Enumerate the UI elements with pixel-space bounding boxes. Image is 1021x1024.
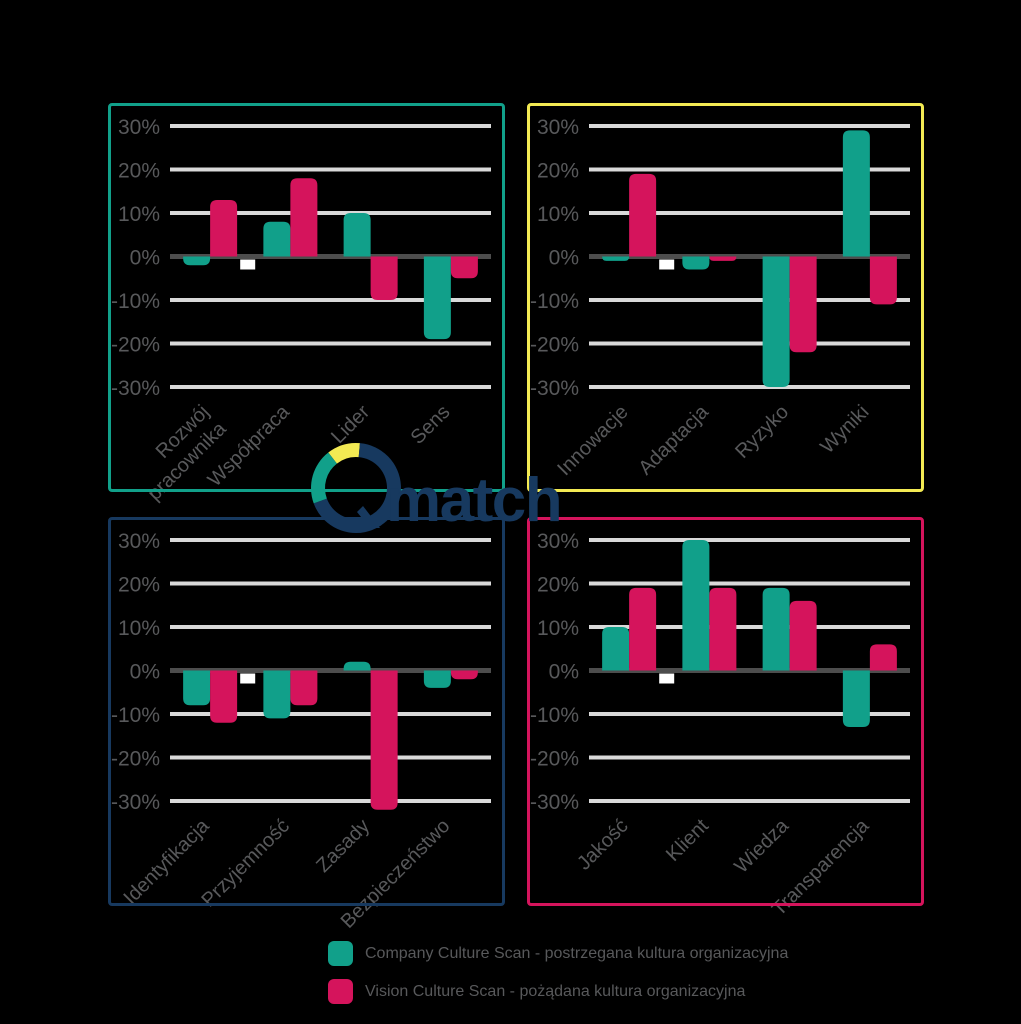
svg-text:0%: 0% (130, 247, 160, 270)
svg-text:-30%: -30% (111, 377, 160, 400)
svg-text:-20%: -20% (530, 748, 579, 771)
svg-text:-20%: -20% (111, 748, 160, 771)
svg-text:-10%: -10% (530, 704, 579, 727)
svg-text:Zasady: Zasady (312, 815, 374, 877)
svg-text:Wyniki: Wyniki (816, 401, 873, 458)
svg-text:Rozwójpracownika: Rozwójpracownika (127, 400, 232, 505)
svg-text:0%: 0% (130, 661, 160, 684)
svg-text:-10%: -10% (111, 704, 160, 727)
svg-text:10%: 10% (118, 617, 160, 640)
svg-text:20%: 20% (537, 160, 579, 183)
svg-text:10%: 10% (537, 617, 579, 640)
svg-text:-20%: -20% (111, 334, 160, 357)
svg-text:10%: 10% (118, 203, 160, 226)
svg-text:-20%: -20% (530, 334, 579, 357)
svg-text:30%: 30% (537, 116, 579, 139)
svg-text:-30%: -30% (530, 791, 579, 814)
svg-text:Klient: Klient (662, 815, 713, 866)
svg-text:30%: 30% (118, 116, 160, 139)
svg-text:0%: 0% (549, 661, 579, 684)
svg-text:-30%: -30% (111, 791, 160, 814)
svg-text:20%: 20% (537, 574, 579, 597)
svg-text:20%: 20% (118, 160, 160, 183)
svg-text:20%: 20% (118, 574, 160, 597)
svg-text:10%: 10% (537, 203, 579, 226)
svg-text:0%: 0% (549, 247, 579, 270)
svg-text:-30%: -30% (530, 377, 579, 400)
svg-text:-10%: -10% (530, 290, 579, 313)
svg-text:Ryzyko: Ryzyko (731, 401, 793, 463)
svg-text:Wiedza: Wiedza (730, 814, 793, 877)
svg-text:30%: 30% (118, 530, 160, 553)
svg-text:-10%: -10% (111, 290, 160, 313)
svg-text:Jakość: Jakość (573, 815, 633, 875)
svg-text:match: match (386, 466, 561, 535)
